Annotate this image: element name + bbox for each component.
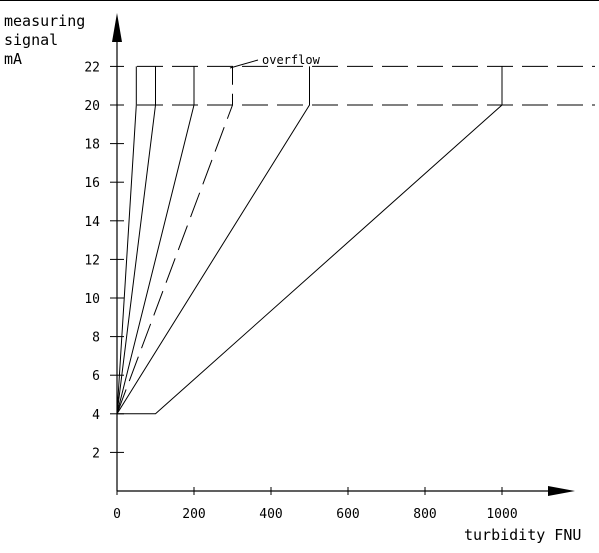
top-border <box>0 0 599 1</box>
y-tick-label: 2 <box>92 446 100 461</box>
y-tick-label: 8 <box>92 331 100 346</box>
y-axis-label-line-3: mA <box>4 50 23 68</box>
y-axis-arrow <box>112 13 122 42</box>
y-tick-label: 16 <box>84 176 100 191</box>
y-axis-label: measuring signal mA <box>4 12 85 69</box>
y-axis-label-line-1: measuring <box>4 12 86 30</box>
y-tick-label: 14 <box>84 215 100 230</box>
x-tick-label: 200 <box>182 507 205 522</box>
y-tick-label: 4 <box>92 408 100 423</box>
series-line <box>116 66 233 414</box>
x-tick-label: 600 <box>336 507 359 522</box>
x-tick-label: 1000 <box>486 507 517 522</box>
series-line <box>116 66 156 414</box>
y-tick-label: 22 <box>84 60 100 75</box>
series-line <box>117 66 503 415</box>
y-tick-label: 12 <box>84 253 100 268</box>
y-tick-label: 18 <box>84 138 100 153</box>
y-tick-label: 10 <box>84 292 100 307</box>
x-tick-label: 0 <box>113 507 121 522</box>
series-line <box>116 66 195 414</box>
x-axis-label: turbidity FNU <box>464 526 582 544</box>
y-axis-label-line-2: signal <box>4 31 59 49</box>
y-tick-label: 6 <box>92 369 100 384</box>
x-axis-arrow <box>548 486 575 496</box>
series-line <box>116 66 137 414</box>
overflow-leader-line <box>229 59 259 69</box>
x-tick-label: 800 <box>413 507 436 522</box>
overflow-annotation: overflow <box>262 53 321 67</box>
series-line <box>116 66 310 415</box>
y-tick-label: 20 <box>84 99 100 114</box>
x-tick-label: 400 <box>259 507 282 522</box>
